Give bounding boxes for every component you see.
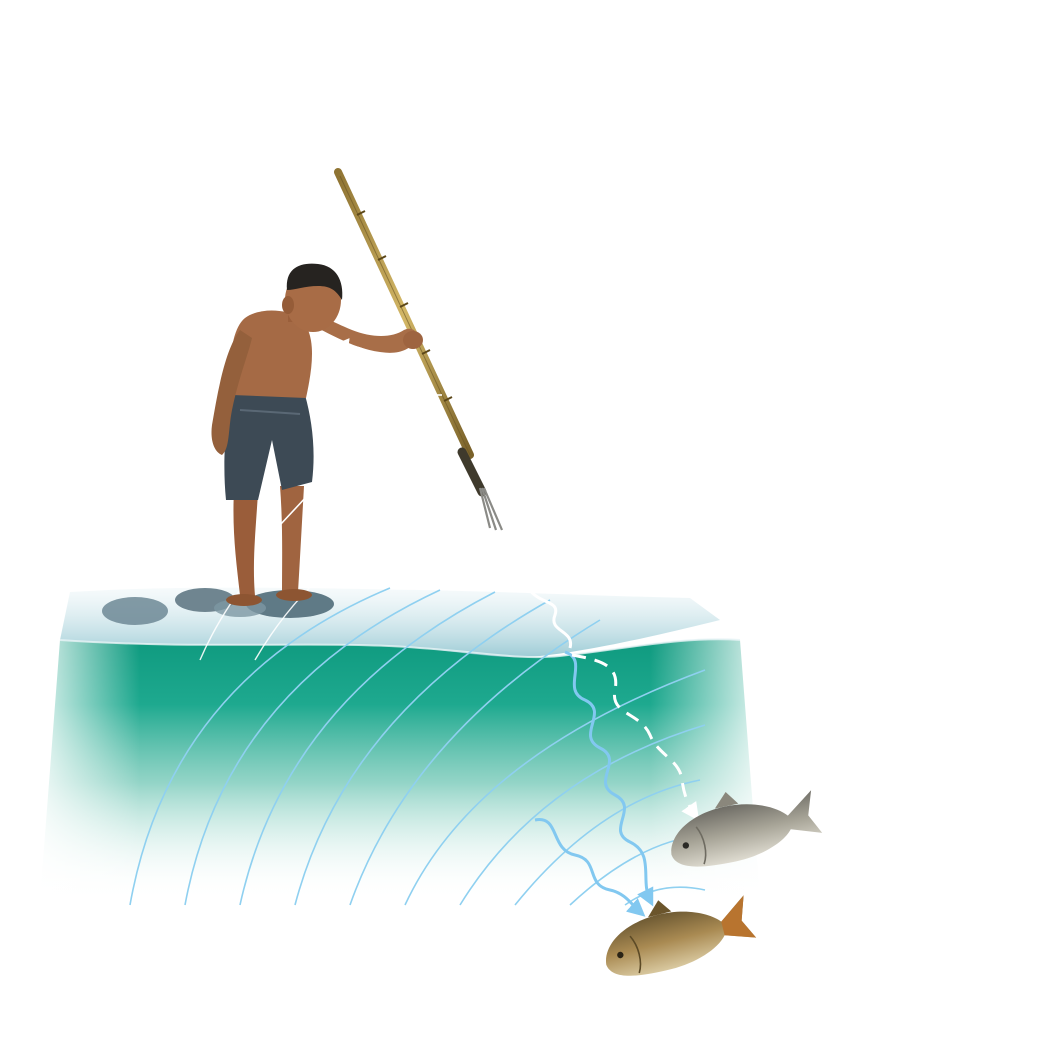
wavefront-arc [184, 589, 441, 906]
wavefront-arc [129, 587, 391, 906]
shoulder-arrow [334, 338, 379, 361]
wavefront-arc [404, 669, 706, 906]
bamboo-spear [334, 168, 504, 531]
incident-ray-lines [279, 394, 442, 526]
water-body [20, 600, 780, 920]
wavefront-arc [349, 619, 601, 906]
wavefront-arc [294, 599, 551, 906]
wavefront-arcs [129, 587, 706, 906]
wavefront-arc [239, 591, 496, 906]
apparent-light-path [526, 587, 700, 821]
wavefront-arc [459, 724, 706, 906]
apparent-fish-image [671, 790, 823, 867]
boy-with-spear [211, 263, 423, 606]
real-light-path [534, 650, 654, 917]
real-fish [606, 895, 757, 976]
wavefront-arc [514, 779, 701, 906]
